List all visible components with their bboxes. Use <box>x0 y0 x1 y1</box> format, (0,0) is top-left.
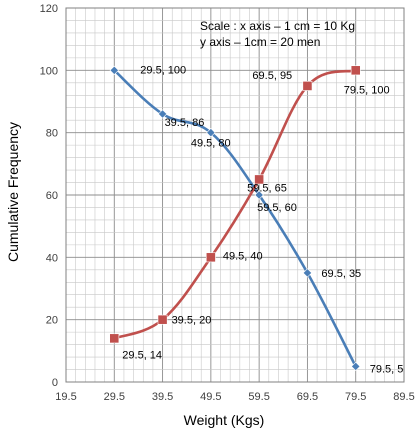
data-label: 29.5, 14 <box>122 349 162 361</box>
data-label: 29.5, 100 <box>140 64 186 76</box>
data-point-square <box>109 333 120 344</box>
data-label: 59.5, 65 <box>247 182 287 194</box>
y-tick-label: 40 <box>46 252 58 264</box>
data-label: 69.5, 95 <box>252 70 292 82</box>
y-tick-label: 60 <box>46 190 58 202</box>
data-point-diamond <box>254 190 264 200</box>
data-point-square <box>205 252 216 263</box>
y-tick-label: 80 <box>46 128 58 140</box>
x-tick-label: 19.5 <box>55 391 76 403</box>
y-tick-label: 0 <box>52 377 58 389</box>
series-line-diamond <box>112 69 358 368</box>
data-label: 79.5, 100 <box>344 84 390 96</box>
data-label: 69.5, 35 <box>321 268 361 280</box>
x-axis-title: Weight (Kgs) <box>184 412 265 428</box>
data-label: 39.5, 86 <box>165 117 205 129</box>
data-label: 59.5, 60 <box>257 202 297 214</box>
y-tick-label: 20 <box>46 315 58 327</box>
x-tick-label: 79.5 <box>345 391 366 403</box>
data-point-diamond <box>351 361 361 372</box>
x-tick-label: 89.5 <box>393 391 414 403</box>
data-label: 49.5, 40 <box>223 250 263 262</box>
data-point-square <box>350 65 361 76</box>
data-point-diamond <box>109 65 119 75</box>
data-label: 79.5, 5 <box>370 363 404 375</box>
x-tick-label: 49.5 <box>200 391 221 403</box>
x-tick-label: 69.5 <box>297 391 318 403</box>
x-axis-ticks: 19.5 29.5 39.5 49.5 59.5 69.5 79.5 89.5 <box>55 391 414 403</box>
x-tick-label: 39.5 <box>152 391 173 403</box>
data-point-diamond <box>206 128 216 138</box>
data-point-square <box>302 81 313 91</box>
scale-note-line-2: y axis – 1cm = 20 men <box>200 35 320 49</box>
data-label: 49.5, 80 <box>191 138 231 150</box>
plot-frame <box>65 7 405 383</box>
y-axis-title: Cumulative Frequency <box>5 122 21 262</box>
x-tick-label: 29.5 <box>104 391 125 403</box>
y-axis-ticks: 0 20 40 60 80 100 120 <box>40 3 58 389</box>
data-point-diamond <box>157 109 168 119</box>
data-label: 39.5, 20 <box>172 315 212 327</box>
point-labels: 29.5, 100 39.5, 86 49.5, 80 59.5, 60 69.5, 3… <box>122 64 403 375</box>
scale-note-line-1: Scale : x axis – 1 cm = 10 Kg <box>200 19 355 33</box>
series-layer <box>109 65 361 372</box>
x-tick-label: 59.5 <box>248 391 269 403</box>
y-tick-label: 120 <box>40 3 58 15</box>
y-tick-label: 100 <box>40 65 58 77</box>
data-point-square <box>254 174 265 185</box>
data-point-square <box>157 314 168 325</box>
data-point-diamond <box>302 268 313 278</box>
